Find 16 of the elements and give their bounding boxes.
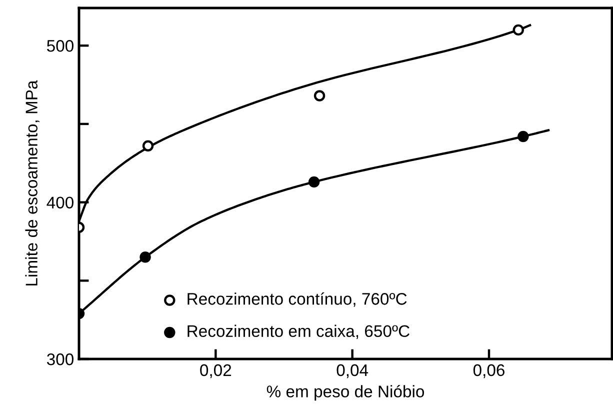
x-tick-label: 0,06 [473,364,504,378]
point [140,252,151,263]
point [314,90,326,102]
y-tick-label: 300 [46,353,74,366]
y-axis-title: Limite de escoamento, MPa [25,80,40,286]
legend-label: Recozimento em caixa, 650ºC [188,324,410,339]
y-tick-label: 500 [47,40,74,52]
point [512,24,524,36]
point [308,176,320,188]
x-tick-label: 0,02 [200,364,232,378]
point [142,140,154,152]
x-tick-label: 0,04 [336,364,368,378]
y-tick-label: 400 [46,196,74,209]
point [518,130,529,142]
legend-label: Recozimento contínuo, 760ºC [188,292,407,307]
x-axis-title: % em peso de Nióbio [266,384,424,401]
